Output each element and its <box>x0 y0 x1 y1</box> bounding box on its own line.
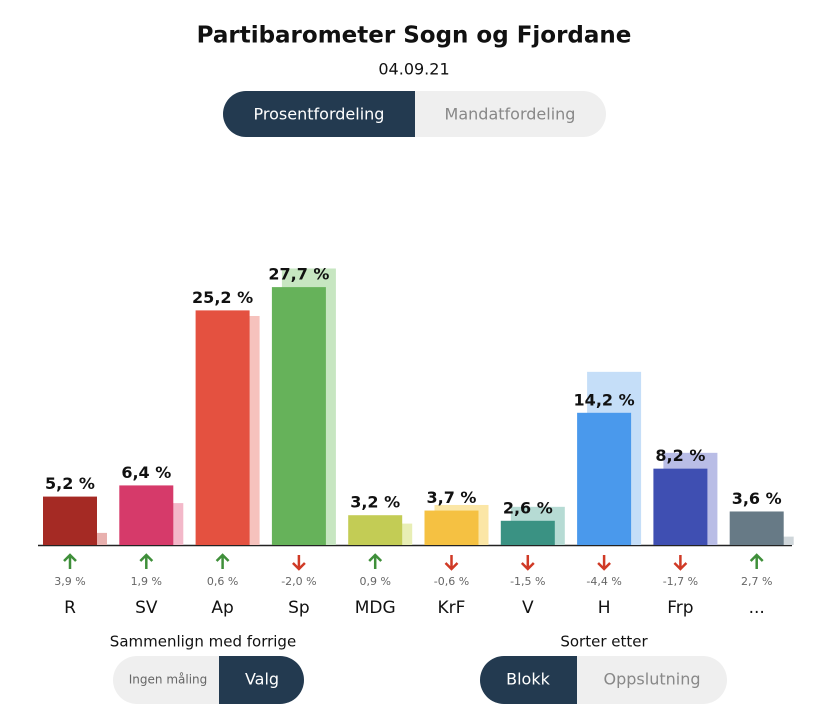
subtitle: 04.09.21 <box>378 60 449 79</box>
bar <box>653 468 708 545</box>
x-tick-label: V <box>522 598 534 618</box>
change-label: -1,5 % <box>510 575 545 588</box>
x-tick-label: ... <box>749 598 765 618</box>
x-tick-label: SV <box>135 598 158 618</box>
change-label: -4,4 % <box>586 575 621 588</box>
value-label: 3,2 % <box>350 493 400 512</box>
toggle-option[interactable]: Prosentfordeling <box>254 105 385 124</box>
bar <box>500 520 555 545</box>
bar <box>271 287 326 545</box>
change-label: 0,6 % <box>207 575 238 588</box>
x-tick-label: H <box>598 598 611 618</box>
toggle-option[interactable]: Blokk <box>506 670 550 689</box>
x-tick-label: MDG <box>355 598 396 618</box>
compare-active[interactable] <box>219 656 304 704</box>
control-label: Sorter etter <box>560 633 648 651</box>
chart-title: Partibarometer Sogn og Fjordane <box>197 23 632 49</box>
change-arrow <box>444 555 459 571</box>
x-tick-label: KrF <box>438 598 466 618</box>
toggle-option[interactable]: Mandatfordeling <box>445 105 576 124</box>
view-active[interactable] <box>223 91 415 137</box>
x-tick-label: Frp <box>667 598 693 618</box>
change-arrow <box>520 555 535 571</box>
toggle-option[interactable]: Valg <box>245 670 279 689</box>
bar <box>119 485 174 545</box>
change-arrow <box>139 553 154 569</box>
bar <box>577 412 632 545</box>
change-arrow <box>292 555 306 571</box>
bar <box>43 496 97 545</box>
change-label: 3,9 % <box>54 575 85 588</box>
bar <box>424 510 479 545</box>
change-label: -0,6 % <box>434 575 469 588</box>
value-label: 25,2 % <box>192 288 253 307</box>
change-label: -2,0 % <box>281 575 316 588</box>
value-label: 3,7 % <box>427 488 477 507</box>
change-arrow <box>63 553 77 569</box>
x-tick-label: Sp <box>288 598 310 618</box>
change-label: 2,7 % <box>741 575 772 588</box>
bar <box>729 511 784 545</box>
change-arrow <box>368 553 383 569</box>
toggle-option[interactable]: Ingen måling <box>129 673 208 687</box>
value-label: 5,2 % <box>45 474 95 493</box>
change-label: -1,7 % <box>663 575 698 588</box>
change-label: 1,9 % <box>131 575 162 588</box>
change-arrow <box>597 555 611 571</box>
sort-active[interactable] <box>480 656 577 704</box>
change-label: 0,9 % <box>359 575 390 588</box>
bar <box>348 515 403 545</box>
value-label: 2,6 % <box>503 498 553 517</box>
change-arrow <box>673 555 688 571</box>
bar <box>195 310 250 545</box>
value-label: 14,2 % <box>574 390 635 409</box>
value-label: 6,4 % <box>121 463 171 482</box>
change-arrow <box>749 553 764 569</box>
x-tick-label: Ap <box>211 598 233 618</box>
value-label: 3,6 % <box>732 489 782 508</box>
value-label: 8,2 % <box>655 446 705 465</box>
x-tick-label: R <box>64 598 76 618</box>
change-arrow <box>215 553 230 569</box>
toggle-option[interactable]: Oppslutning <box>604 670 701 689</box>
control-label: Sammenlign med forrige <box>110 633 296 651</box>
value-label: 27,7 % <box>268 265 329 284</box>
